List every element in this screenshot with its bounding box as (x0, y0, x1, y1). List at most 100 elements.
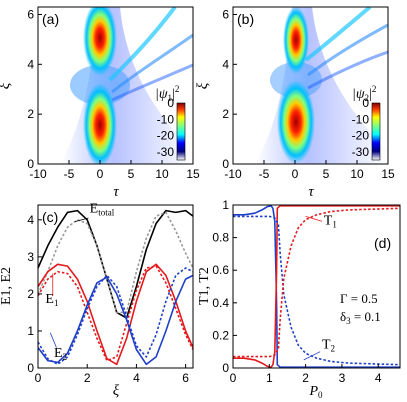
panel-label-a: (a) (42, 11, 59, 27)
y-tick-label: 4 (27, 213, 34, 227)
panel-a: -10 -5 0 5 10 15 0 2 4 6 (a) τ ξ |ψ1|2 0 -10 -20 -30 (0, 6, 200, 200)
series-line-4 (37, 265, 194, 362)
pointer-line (49, 332, 57, 348)
panel-c: 0 2 4 6 0 1 2 3 4 Etotal E1 E2 (c) ξ E1, E2 (0, 201, 194, 399)
colorbar-a (176, 102, 186, 161)
x-axis-label-b: τ (308, 184, 314, 200)
axes-frame-c (37, 204, 194, 369)
x-tick-label: 5 (323, 167, 330, 181)
x-tick-label: 0 (35, 371, 42, 385)
x-tick-label: 1 (266, 371, 273, 385)
series-c (37, 209, 194, 366)
x-tick-label: 10 (155, 167, 169, 181)
x-tick-label: 15 (381, 167, 395, 181)
y-tick-label: 6 (27, 7, 34, 21)
parameter-label: δ3 = 0.1 (340, 309, 381, 326)
x-axis-label-a: τ (113, 184, 119, 200)
y-axis-label-a: ξ (0, 82, 13, 89)
panel-label-b: (b) (237, 11, 254, 27)
y-tick-label: 2 (222, 107, 229, 121)
pointer-line (305, 216, 323, 222)
x-tick-label: 10 (350, 167, 364, 181)
y-axis-label-d: T1, T2 (197, 267, 212, 305)
x-tick-label: 15 (186, 167, 200, 181)
colorbar-title-a: |ψ1|2 (155, 84, 179, 103)
axis-ticks-a: -10 -5 0 5 10 15 0 2 4 6 (27, 7, 200, 181)
y-tick-label: 0.8 (212, 231, 229, 245)
y-tick-label: 2 (27, 107, 34, 121)
y-tick-label: 0.6 (212, 263, 229, 277)
series-line-5 (37, 274, 194, 366)
pointer-line (74, 217, 89, 223)
series-line-2 (37, 211, 194, 314)
y-tick-label: 6 (222, 7, 229, 21)
colorbar-tick-label: -20 (352, 129, 370, 143)
colorbar-tick-label: 0 (167, 96, 174, 110)
annotation-label: T2 (322, 337, 335, 353)
annotations-d: T1 T2 (303, 214, 337, 361)
x-tick-label: 4 (133, 371, 140, 385)
colorbar-tick-label: -20 (157, 129, 175, 143)
x-tick-label: -10 (29, 167, 47, 181)
colorbar-title-b: |ψ2|2 (352, 84, 376, 103)
series-line-3 (233, 215, 401, 366)
x-tick-label: -10 (224, 167, 242, 181)
heatmap-b-field (233, 7, 388, 164)
colorbar-tick-label: -30 (352, 145, 370, 159)
x-axis-label-c: ξ (113, 383, 120, 399)
axis-ticks-c: 0 2 4 6 0 1 2 3 4 (27, 213, 189, 385)
heatmap-a-field (38, 7, 193, 164)
panel-label-c: (c) (42, 209, 58, 225)
series-line-6 (37, 267, 194, 366)
x-tick-label: 0 (97, 167, 104, 181)
annotation-label: E2 (54, 346, 67, 362)
series-line-1 (233, 205, 400, 368)
series-line-4 (233, 207, 401, 358)
y-tick-label: 1 (27, 324, 34, 338)
annotation-label: Etotal (90, 201, 115, 217)
colorbar-tick-label: -30 (157, 145, 175, 159)
y-tick-label: 0 (222, 157, 229, 171)
series-line-3 (37, 263, 194, 366)
y-tick-label: 0.2 (212, 328, 229, 342)
y-tick-label: 0.4 (212, 296, 229, 310)
y-axis-label-c: E1, E2 (0, 267, 14, 305)
colorbar-ticks-a: 0 -10 -20 -30 (157, 96, 175, 159)
y-tick-label: 4 (222, 57, 229, 71)
axes-frame-d (232, 204, 401, 369)
annotation-label: T1 (324, 214, 337, 230)
y-tick-label: 4 (27, 57, 34, 71)
y-tick-label: 0 (222, 361, 229, 375)
axes-frame-b (232, 6, 389, 165)
x-tick-label: 2 (302, 371, 309, 385)
x-tick-label: 4 (375, 371, 382, 385)
colorbar-tick-label: -10 (157, 112, 175, 126)
axis-ticks-d: 0 1 2 3 4 0 0.2 0.4 0.6 0.8 1 (212, 198, 382, 385)
x-tick-label: 0 (230, 371, 237, 385)
y-axis-label-b: ξ (195, 82, 211, 89)
x-axis-label-d: P0 (308, 384, 323, 400)
x-tick-label: 2 (84, 371, 91, 385)
x-tick-label: 6 (182, 371, 189, 385)
series-d (233, 205, 401, 368)
parameter-label: Γ = 0.5 (340, 291, 378, 306)
x-tick-label: 5 (128, 167, 135, 181)
y-tick-label: 0 (27, 361, 34, 375)
axis-ticks-b: -10 -5 0 5 10 15 0 2 4 6 (222, 7, 395, 181)
axes-frame-a (37, 6, 194, 165)
pointer-line (303, 351, 321, 361)
x-tick-label: -5 (259, 167, 270, 181)
y-tick-label: 3 (27, 250, 34, 264)
y-tick-label: 1 (222, 198, 229, 212)
panel-d: 0 1 2 3 4 0 0.2 0.4 0.6 0.8 1 T1 T2 (d) P0 T1, T2 Γ… (197, 198, 401, 400)
colorbar-ticks-b: 0 -10 -20 -30 (352, 96, 370, 159)
x-tick-label: 0 (292, 167, 299, 181)
colorbar-b (371, 102, 381, 161)
annotation-label: E1 (45, 292, 58, 308)
x-tick-label: -5 (64, 167, 75, 181)
panel-label-d: (d) (374, 235, 391, 251)
panel-b: -10 -5 0 5 10 15 0 2 4 6 (b) τ ξ |ψ2|2 0-10-20-30 (195, 6, 395, 200)
annotations-c: Etotal E1 E2 (45, 201, 114, 361)
y-tick-label: 2 (27, 287, 34, 301)
